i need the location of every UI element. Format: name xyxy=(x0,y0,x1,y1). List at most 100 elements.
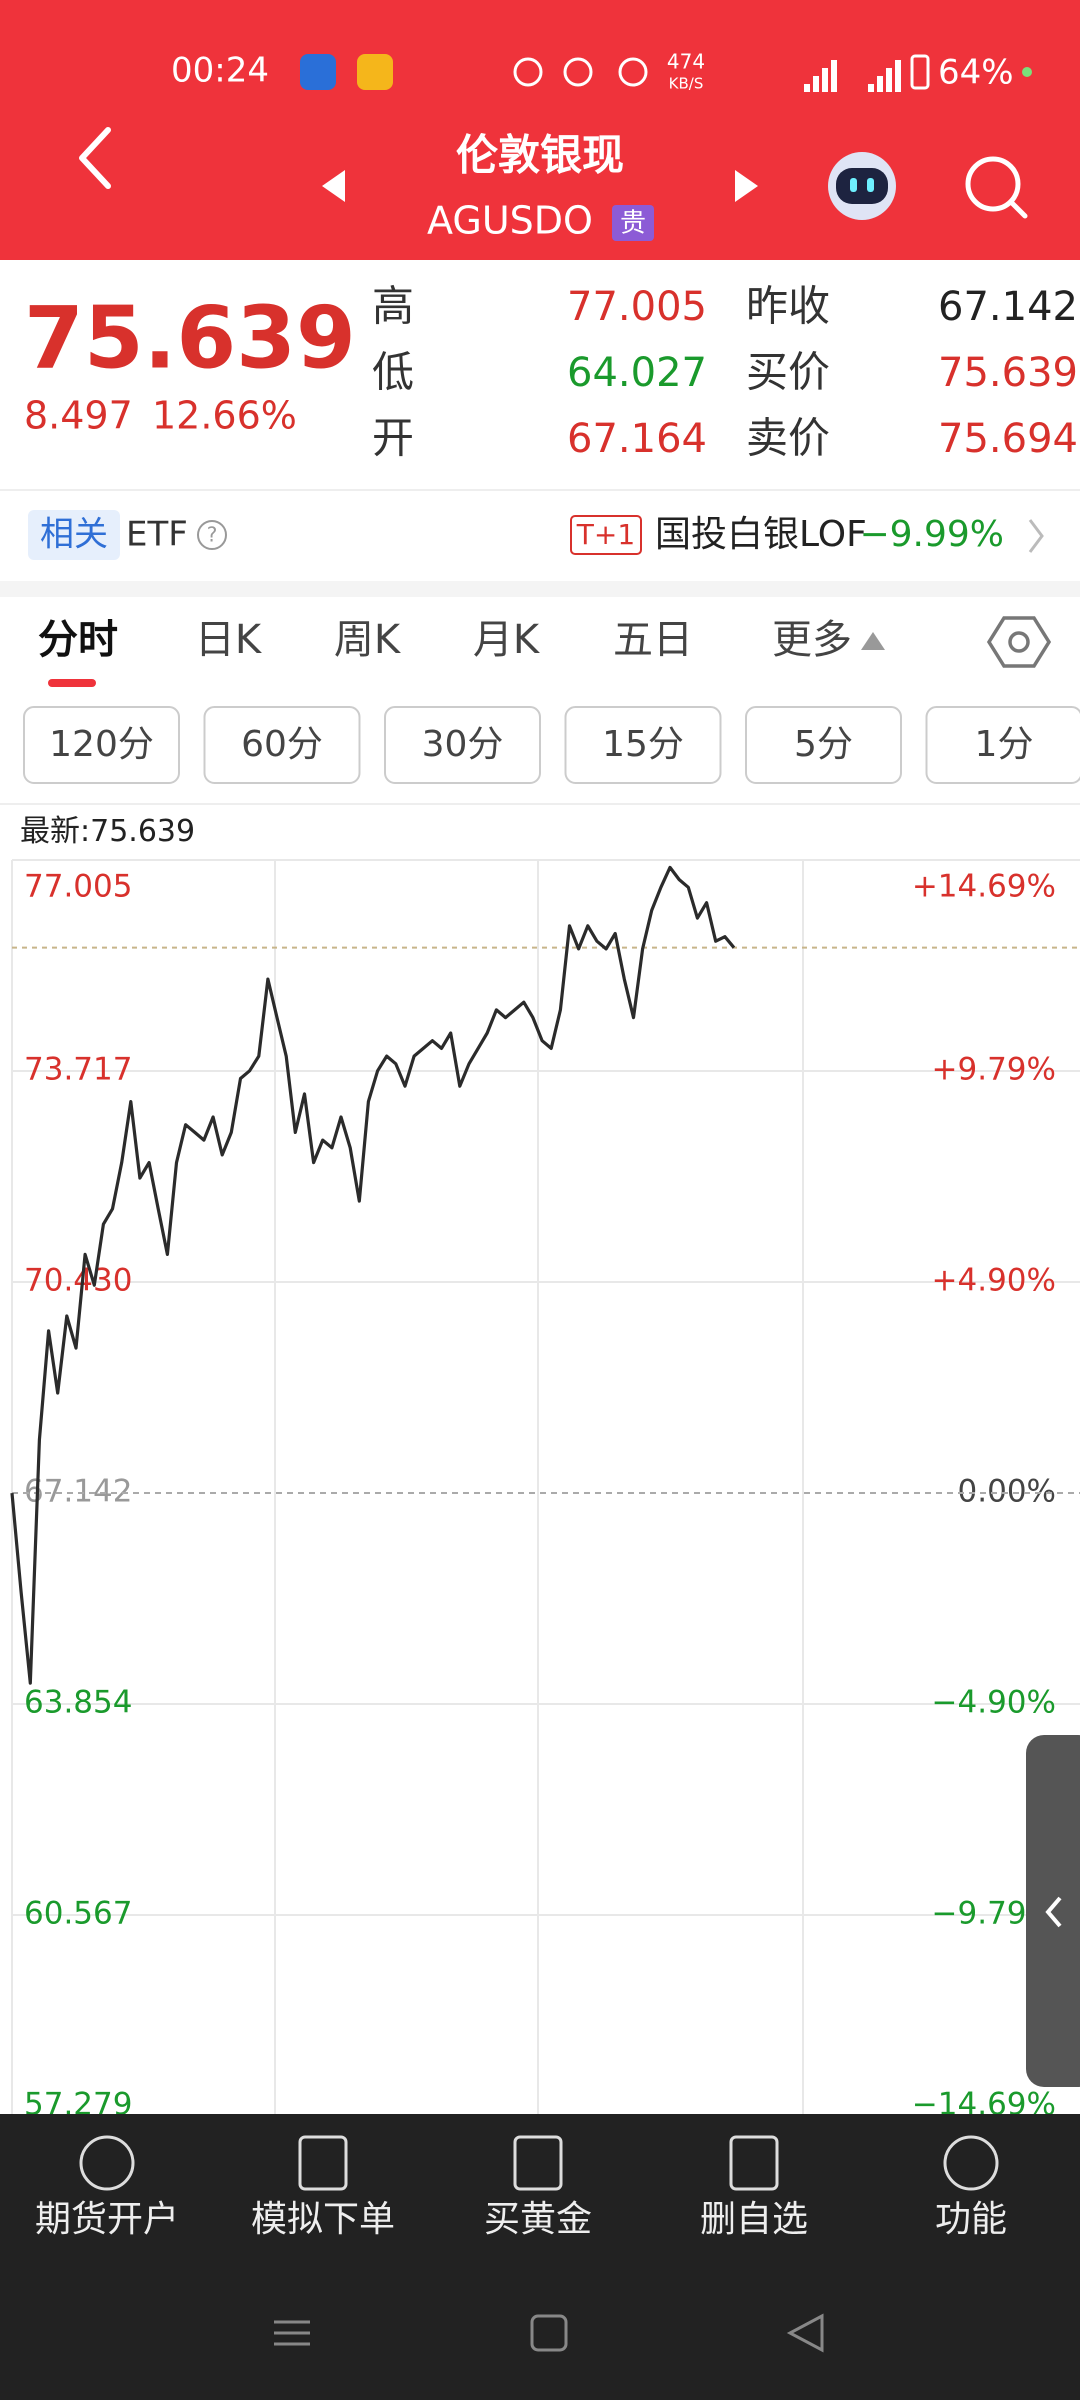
change: 8.497 xyxy=(24,394,133,438)
quote-value: 64.027 xyxy=(567,350,707,396)
quote-value: 75.694 xyxy=(938,416,1078,462)
side-tab[interactable] xyxy=(1026,1735,1080,2087)
period-label[interactable]: 30分 xyxy=(422,724,504,765)
status-time: 00:24 xyxy=(171,51,269,91)
y-tick-label: 77.005 xyxy=(24,869,132,905)
y-tick-label: 73.717 xyxy=(24,1052,132,1088)
quote-label: 卖价 xyxy=(746,414,830,463)
latest-value: 75.639 xyxy=(90,814,195,849)
robot-icon[interactable] xyxy=(828,152,896,220)
period-label[interactable]: 120分 xyxy=(49,724,154,765)
sys-home[interactable] xyxy=(530,2314,568,2352)
back-button[interactable] xyxy=(79,127,111,189)
y-tick-label: 70.430 xyxy=(24,1262,132,1298)
app-icon xyxy=(357,54,393,90)
status-icon xyxy=(563,57,593,87)
nav-icon[interactable] xyxy=(729,2135,779,2191)
etf-badge: T+1 xyxy=(576,518,635,551)
quote-value: 77.005 xyxy=(567,284,707,330)
quote-label: 高 xyxy=(372,282,414,331)
tab[interactable]: 周K xyxy=(334,617,402,663)
badge-bg xyxy=(612,205,654,241)
latest: 最新:75.639 xyxy=(20,814,195,849)
y2-tick-label: 0.00% xyxy=(958,1474,1056,1510)
symbol-code: AGUSDO xyxy=(427,199,593,243)
signal-bar xyxy=(822,68,828,92)
tab[interactable]: 月K xyxy=(473,617,541,663)
period-button[interactable] xyxy=(384,706,541,784)
help: ? xyxy=(207,523,218,547)
signal-bar xyxy=(886,68,892,92)
battery-icon xyxy=(910,54,930,90)
nav-label[interactable]: 删自选 xyxy=(700,2199,808,2240)
period-button[interactable] xyxy=(925,706,1080,784)
period-button[interactable] xyxy=(23,706,180,784)
app-icon xyxy=(300,54,336,90)
help-circle xyxy=(197,520,227,550)
period-label[interactable]: 60分 xyxy=(241,724,323,765)
nav-icon[interactable] xyxy=(513,2135,563,2191)
page-title: 伦敦银现 xyxy=(456,131,624,180)
etf-label: ETF xyxy=(126,515,188,555)
nav-icon[interactable] xyxy=(79,2135,135,2191)
sys-back[interactable] xyxy=(786,2313,824,2353)
next-arrow[interactable] xyxy=(735,170,758,202)
tab[interactable]: 更多 xyxy=(772,617,852,663)
etf-tag-bg xyxy=(28,510,120,560)
signal-bar xyxy=(868,84,874,92)
signal-bar xyxy=(813,76,819,92)
nav-label[interactable]: 功能 xyxy=(935,2199,1007,2240)
quote-value: 67.142 xyxy=(938,284,1078,330)
nav-icon[interactable] xyxy=(298,2135,348,2191)
status-icon xyxy=(618,57,648,87)
y2-tick-label: +14.69% xyxy=(912,869,1056,905)
tab[interactable]: 分时 xyxy=(38,617,118,663)
settings-icon[interactable] xyxy=(986,616,1052,668)
signal-bar xyxy=(877,76,883,92)
signal-bar xyxy=(895,60,901,92)
status-speed: 474 xyxy=(667,50,705,74)
quote-label: 买价 xyxy=(746,348,830,397)
nav-label[interactable]: 期货开户 xyxy=(35,2199,179,2240)
quote-value: 75.639 xyxy=(938,350,1078,396)
tab[interactable]: 五日 xyxy=(613,617,693,663)
quote-label: 开 xyxy=(372,414,414,463)
signal-bar xyxy=(804,84,810,92)
signal-bar xyxy=(831,60,837,92)
period-button[interactable] xyxy=(203,706,361,784)
status-battery: 64% xyxy=(938,53,1014,93)
period-label[interactable]: 5分 xyxy=(794,724,853,765)
etf-name[interactable]: 国投白银LOF xyxy=(655,514,867,555)
tab[interactable]: 日K xyxy=(195,617,263,663)
status-speed-unit: KB/S xyxy=(669,75,704,93)
y-tick-label: 60.567 xyxy=(24,1895,132,1931)
nav-label[interactable]: 买黄金 xyxy=(484,2199,592,2240)
y2-tick-label: +4.90% xyxy=(932,1262,1056,1298)
change-pct: 12.66% xyxy=(152,394,297,438)
y2-tick-label: +9.79% xyxy=(932,1052,1056,1088)
period-button[interactable] xyxy=(564,706,722,784)
period-button[interactable] xyxy=(745,706,902,784)
search-icon[interactable] xyxy=(965,156,1028,219)
quote-label: 低 xyxy=(372,348,414,397)
overlay: 期货开户 模拟下单 买黄金 删自选 功能 xyxy=(0,1735,1080,2400)
y-tick-label: 67.142 xyxy=(24,1474,132,1510)
nav-label[interactable]: 模拟下单 xyxy=(251,2199,395,2240)
badge: 贵 xyxy=(620,209,646,239)
y-tick-label: 63.854 xyxy=(24,1685,132,1721)
tab-underline xyxy=(48,679,96,687)
prev-arrow[interactable] xyxy=(322,170,345,202)
more-triangle xyxy=(861,632,885,650)
latest-label: 最新: xyxy=(20,814,90,849)
chevron xyxy=(1028,519,1044,553)
period-label[interactable]: 1分 xyxy=(975,724,1034,765)
period-label[interactable]: 15分 xyxy=(602,724,684,765)
gap xyxy=(0,581,1080,597)
nav-icon[interactable] xyxy=(943,2135,999,2191)
etf-change: −9.99% xyxy=(859,514,1004,555)
header-bg xyxy=(0,0,1080,260)
y2-tick-label: −4.90% xyxy=(932,1685,1056,1721)
last-price: 75.639 xyxy=(24,288,356,388)
quote-value: 67.164 xyxy=(567,416,707,462)
